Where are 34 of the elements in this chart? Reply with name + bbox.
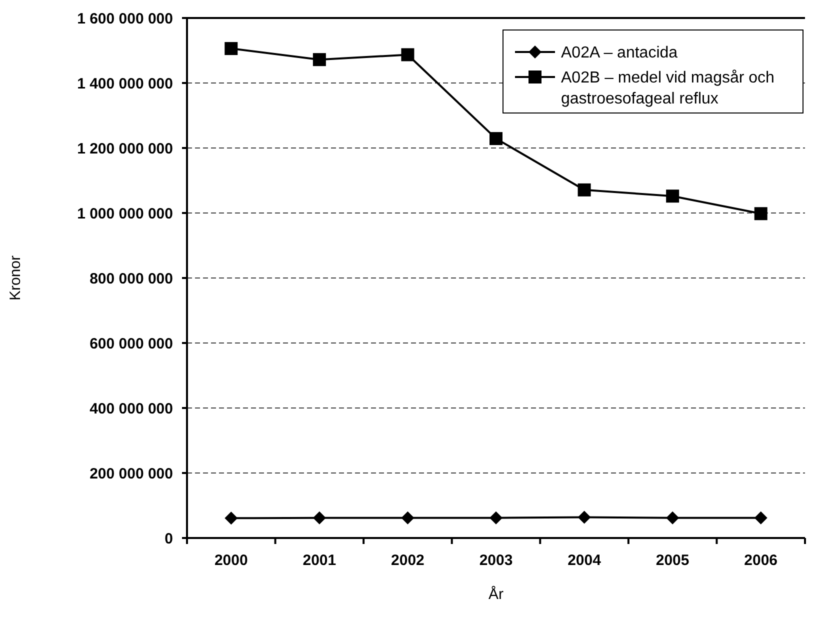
point: [490, 511, 502, 524]
y-tick-label: 200 000 000: [90, 465, 173, 482]
x-tick-label: 2001: [302, 552, 336, 569]
y-tick-label: 1 600 000 000: [77, 10, 173, 28]
point: [666, 511, 680, 524]
y-tick-label: 1 400 000 000: [77, 75, 173, 92]
legend-label: A02B – medel vid magsår och gastroesofageal reflux: [561, 70, 774, 108]
y-tick-label: 400 000 000: [90, 400, 173, 418]
x-tick-label: 2000: [214, 552, 248, 569]
x-tick-label: 2002: [391, 552, 424, 569]
point: [312, 53, 326, 66]
y-tick-label: 0: [164, 530, 173, 548]
point: [666, 190, 680, 203]
point: [224, 42, 238, 56]
point: [401, 48, 414, 62]
x-tick-label: 2006: [744, 552, 778, 569]
point: [312, 511, 326, 524]
point: [490, 132, 502, 146]
legend-label: A02A – antacida: [561, 44, 678, 62]
y-tick-label: 600 000 000: [90, 335, 173, 352]
x-tick-label: 2004: [568, 552, 602, 569]
x-tick-label: 2003: [479, 552, 513, 569]
point: [578, 183, 591, 196]
x-axis-title: År: [488, 585, 504, 603]
y-tick-label: 1 200 000 000: [77, 140, 173, 158]
point: [754, 207, 768, 220]
x-tick-label: 2005: [656, 552, 690, 569]
y-tick-label: 800 000 000: [90, 270, 173, 288]
y-axis-title: Kronor: [7, 255, 24, 301]
point: [754, 511, 768, 524]
point: [578, 510, 591, 524]
point: [401, 511, 414, 524]
y-tick-label: 1 000 000 000: [77, 205, 173, 222]
point: [224, 512, 238, 525]
